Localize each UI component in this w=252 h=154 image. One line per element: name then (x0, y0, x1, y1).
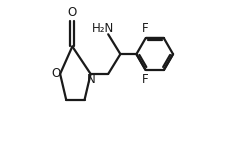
Text: O: O (68, 6, 77, 19)
Text: H₂N: H₂N (91, 22, 113, 35)
Text: N: N (87, 73, 96, 86)
Text: O: O (51, 67, 60, 80)
Text: F: F (141, 22, 147, 35)
Text: F: F (141, 73, 147, 86)
